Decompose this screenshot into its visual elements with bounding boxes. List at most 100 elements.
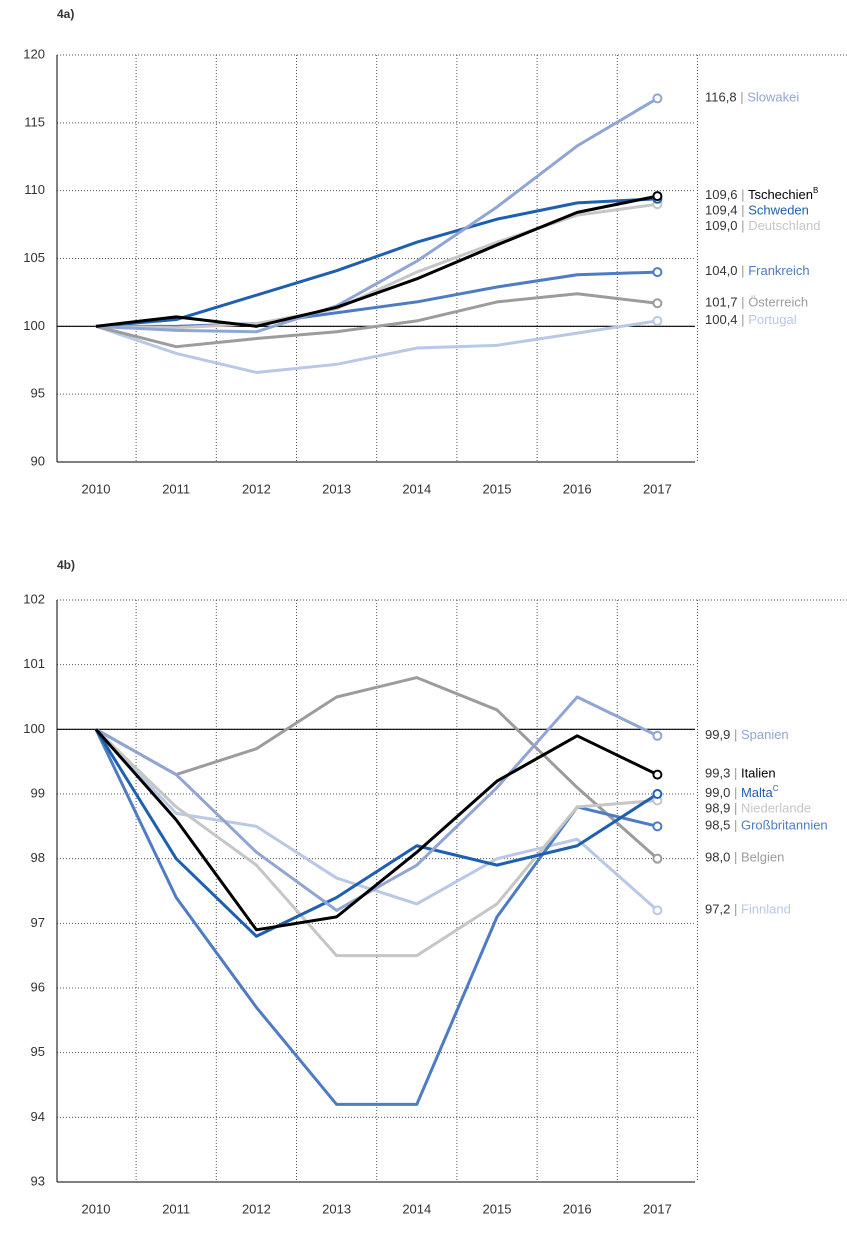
y-tick-label: 95 bbox=[31, 1044, 45, 1059]
x-tick-label: 2010 bbox=[82, 481, 111, 496]
value-label: 98,9 bbox=[705, 801, 730, 816]
series-label: 97,2 | Finnland bbox=[705, 902, 791, 917]
value-label: 99,9 bbox=[705, 727, 730, 742]
end-marker bbox=[652, 853, 663, 864]
series-line bbox=[95, 97, 659, 334]
x-tick-label: 2012 bbox=[242, 1201, 271, 1216]
y-tick-label: 94 bbox=[31, 1109, 45, 1124]
x-tick-label: 2015 bbox=[483, 481, 512, 496]
series-line bbox=[95, 202, 658, 330]
value-label: 98,5 bbox=[705, 818, 730, 833]
value-label: 99,3 bbox=[705, 766, 730, 781]
y-tick-label: 90 bbox=[31, 453, 45, 468]
value-label: 104,0 bbox=[705, 264, 738, 279]
legend-name: Deutschland bbox=[748, 219, 820, 234]
separator: | bbox=[734, 850, 737, 865]
value-label: 99,0 bbox=[705, 785, 730, 800]
end-marker bbox=[652, 789, 663, 799]
value-label: 97,2 bbox=[705, 902, 730, 917]
series-label: 99,3 | Italien bbox=[705, 766, 776, 781]
legend-name: Tschechien bbox=[748, 188, 813, 203]
value-label: 116,8 bbox=[705, 90, 737, 105]
value-label: 98,0 bbox=[705, 850, 730, 865]
separator: | bbox=[734, 902, 737, 917]
series-label: 99,9 | Spanien bbox=[705, 727, 789, 742]
series-line bbox=[95, 194, 658, 328]
y-tick-label: 99 bbox=[31, 785, 45, 800]
series-label: 109,0 | Deutschland bbox=[705, 219, 820, 234]
legend-name: Finnland bbox=[741, 902, 791, 917]
series-line bbox=[94, 728, 659, 932]
series-label: 109,6 | TschechienB bbox=[705, 186, 818, 202]
end-marker bbox=[652, 267, 663, 278]
legend-name: Großbritannien bbox=[741, 818, 828, 833]
end-marker bbox=[652, 191, 663, 202]
separator: | bbox=[734, 766, 737, 781]
value-label: 109,4 bbox=[705, 203, 738, 218]
series-label: 98,0 | Belgien bbox=[705, 850, 784, 865]
series-label: 98,9 | Niederlande bbox=[705, 801, 811, 816]
series-label: 98,5 | Großbritannien bbox=[705, 818, 828, 833]
legend-note: B bbox=[813, 186, 818, 195]
series-line bbox=[94, 728, 659, 938]
legend-name: Malta bbox=[741, 785, 774, 800]
x-tick-label: 2011 bbox=[162, 481, 190, 496]
y-tick-label: 93 bbox=[31, 1173, 45, 1188]
x-tick-label: 2017 bbox=[643, 1201, 672, 1216]
x-tick-label: 2014 bbox=[402, 481, 431, 496]
chart-title: 4b) bbox=[57, 558, 75, 572]
legend-name: Frankreich bbox=[748, 264, 809, 279]
x-tick-label: 2013 bbox=[322, 1201, 351, 1216]
legend-name: Belgien bbox=[741, 850, 784, 865]
x-tick-label: 2010 bbox=[82, 1201, 111, 1216]
legend-note: C bbox=[773, 784, 779, 793]
series-line bbox=[95, 319, 658, 374]
y-tick-label: 95 bbox=[31, 386, 45, 401]
separator: | bbox=[741, 295, 744, 310]
separator: | bbox=[734, 801, 737, 816]
series-line bbox=[95, 197, 658, 328]
end-marker bbox=[652, 730, 663, 741]
legend-name: Slowakei bbox=[747, 90, 799, 105]
series-label: 101,7 | Österreich bbox=[705, 295, 808, 310]
series-label: 116,8 | Slowakei bbox=[705, 90, 799, 105]
value-label: 100,4 bbox=[705, 312, 738, 327]
series-label: 100,4 | Portugal bbox=[705, 312, 797, 327]
end-marker bbox=[652, 905, 663, 916]
y-tick-label: 100 bbox=[23, 721, 45, 736]
x-tick-label: 2016 bbox=[563, 1201, 592, 1216]
separator: | bbox=[734, 727, 737, 742]
separator: | bbox=[741, 312, 744, 327]
legend-name: Österreich bbox=[748, 295, 808, 310]
x-tick-label: 2013 bbox=[322, 481, 351, 496]
legend-name: Niederlande bbox=[741, 801, 811, 816]
y-tick-label: 102 bbox=[23, 591, 45, 606]
separator: | bbox=[741, 188, 744, 203]
chart-title: 4a) bbox=[57, 7, 74, 21]
x-tick-label: 2014 bbox=[402, 1201, 431, 1216]
value-label: 109,0 bbox=[705, 219, 738, 234]
y-tick-label: 100 bbox=[23, 318, 45, 333]
end-marker bbox=[652, 315, 663, 326]
y-tick-label: 115 bbox=[24, 114, 45, 129]
y-tick-label: 96 bbox=[31, 979, 45, 994]
legend-name: Portugal bbox=[748, 312, 797, 327]
x-tick-label: 2016 bbox=[563, 481, 592, 496]
series-line bbox=[94, 728, 658, 958]
y-tick-label: 105 bbox=[23, 250, 45, 265]
x-tick-label: 2012 bbox=[242, 481, 271, 496]
separator: | bbox=[741, 219, 744, 234]
separator: | bbox=[741, 203, 744, 218]
series-label: 99,0 | MaltaC bbox=[705, 784, 779, 800]
separator: | bbox=[734, 818, 737, 833]
end-marker bbox=[652, 821, 663, 832]
x-tick-label: 2015 bbox=[483, 1201, 512, 1216]
end-marker bbox=[652, 769, 663, 780]
value-label: 101,7 bbox=[705, 295, 738, 310]
legend-name: Italien bbox=[741, 766, 776, 781]
y-tick-label: 110 bbox=[24, 182, 45, 197]
end-marker bbox=[652, 298, 663, 309]
x-tick-label: 2011 bbox=[162, 1201, 190, 1216]
separator: | bbox=[741, 264, 744, 279]
series-line bbox=[95, 695, 659, 912]
